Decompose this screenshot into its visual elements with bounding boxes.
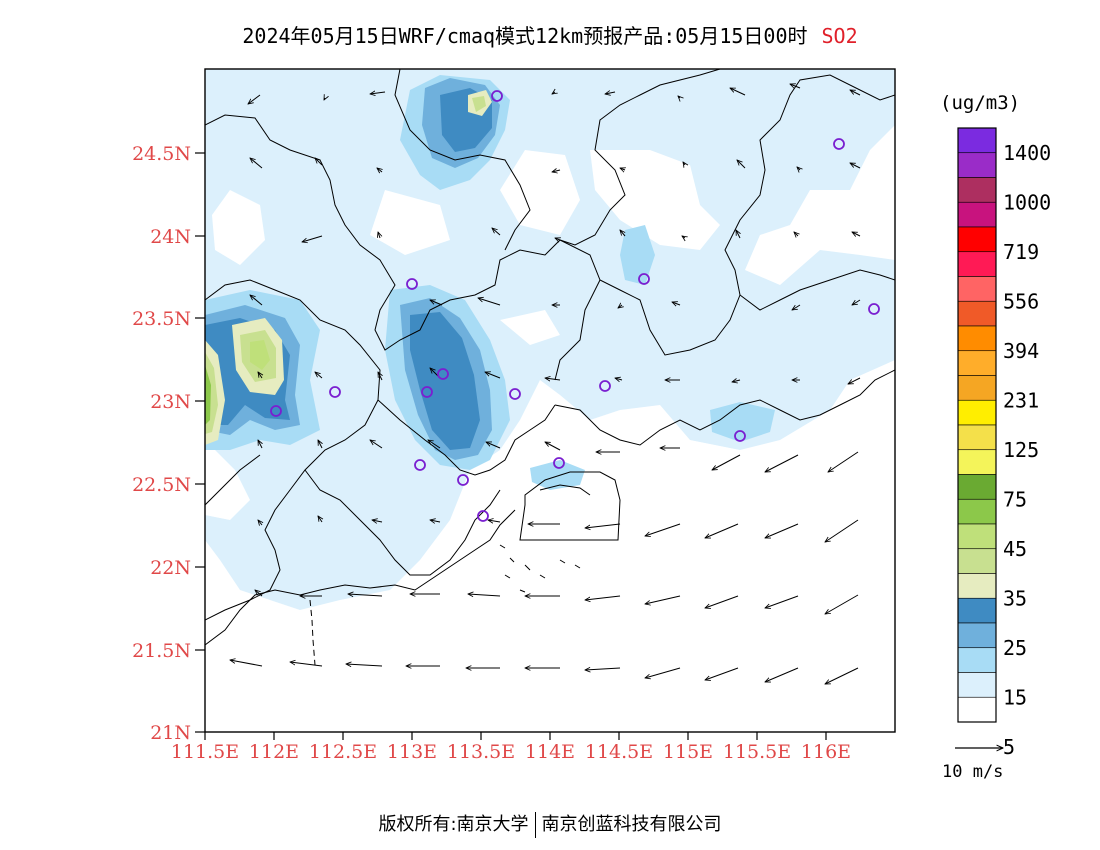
colorbar-label: 5: [1003, 735, 1015, 759]
lat-tick-label: 22N: [150, 557, 191, 579]
colorbar-label: 231: [1003, 388, 1039, 412]
colorbar-label: 719: [1003, 240, 1039, 264]
monitoring-stations: [270, 90, 880, 522]
station-marker: [638, 273, 650, 285]
latitude-axis: 24.5N 24N 23.5N 23N 22.5N 22N 21.5N 21N: [132, 143, 205, 744]
colorbar-label: 75: [1003, 487, 1027, 511]
station-marker: [553, 457, 565, 469]
colorbar: 1400 1000 719 556 394 231 125 75 45 35 25 15 5: [957, 127, 1051, 759]
lat-tick-label: 22.5N: [132, 474, 191, 496]
wind-vectors: [230, 84, 861, 684]
station-marker: [734, 430, 746, 442]
lat-tick-label: 24.5N: [132, 143, 191, 165]
colorbar-label: 1400: [1003, 141, 1051, 165]
station-marker: [457, 474, 469, 486]
colorbar-swatch: [957, 573, 997, 599]
copyright-footer: 版权所有:南京大学 南京创蓝科技有限公司: [0, 810, 1100, 838]
colorbar-swatch: [957, 251, 997, 277]
title-text: 2024年05月15日WRF/cmaq模式12km预报产品:05月15日00时: [242, 24, 808, 48]
station-marker: [414, 459, 426, 471]
station-marker: [270, 405, 282, 417]
map-title: 2024年05月15日WRF/cmaq模式12km预报产品:05月15日00时 S…: [0, 20, 1100, 49]
colorbar-swatch: [957, 647, 997, 673]
lon-tick-label: 115E: [663, 741, 713, 763]
colorbar-swatch: [957, 399, 997, 426]
station-marker: [477, 510, 489, 522]
colorbar-swatch: [957, 300, 997, 327]
colorbar-swatch: [957, 127, 997, 154]
lon-tick-label: 112E: [249, 741, 299, 763]
lat-tick-label: 21N: [150, 722, 191, 744]
lon-tick-label: 113E: [387, 741, 437, 763]
colorbar-swatch: [957, 177, 997, 203]
station-marker: [437, 368, 449, 380]
lon-tick-label: 113.5E: [447, 741, 515, 763]
lon-tick-label: 111.5E: [171, 741, 239, 763]
station-marker: [421, 386, 433, 398]
colorbar-swatch: [957, 276, 997, 302]
colorbar-swatch: [957, 350, 997, 376]
lat-tick-label: 21.5N: [132, 640, 191, 662]
colorbar-label: 556: [1003, 289, 1039, 313]
colorbar-label: 45: [1003, 537, 1027, 561]
copyright-company: 南京创蓝科技有限公司: [541, 814, 722, 835]
colorbar-swatch: [957, 449, 997, 475]
colorbar-swatch: [957, 375, 997, 401]
longitude-axis: 111.5E 112E 112.5E 113E 113.5E 114E 114.5E 115E…: [171, 732, 851, 763]
colorbar-swatch: [957, 152, 997, 178]
colorbar-swatch: [957, 474, 997, 500]
colorbar-swatch: [957, 226, 997, 253]
colorbar-swatch: [957, 523, 997, 550]
colorbar-swatch: [957, 201, 997, 228]
station-marker: [329, 386, 341, 398]
colorbar-swatch: [957, 622, 997, 649]
lat-tick-label: 24N: [150, 226, 191, 248]
colorbar-label: 15: [1003, 685, 1027, 709]
colorbar-swatch: [957, 597, 997, 624]
station-marker: [406, 278, 418, 290]
wind-scale-label: 10 m/s: [942, 762, 1004, 782]
colorbar-swatch: [957, 548, 997, 574]
pollutant-label: SO2: [821, 24, 858, 48]
copyright-owner: 版权所有:南京大学: [378, 814, 529, 835]
colorbar-swatch: [957, 424, 997, 451]
legend-unit: (ug/m3): [940, 92, 1021, 114]
colorbar-label: 35: [1003, 586, 1027, 610]
colorbar-label: 25: [1003, 636, 1027, 660]
lat-tick-label: 23.5N: [132, 308, 191, 330]
colorbar-swatch: [957, 498, 997, 525]
colorbar-frame: [957, 127, 997, 723]
lon-tick-label: 114.5E: [585, 741, 653, 763]
concentration-field: [205, 69, 895, 732]
colorbar-swatch: [957, 325, 997, 352]
station-marker: [599, 380, 611, 392]
colorbar-swatch: [957, 672, 997, 698]
station-marker: [868, 303, 880, 315]
lat-tick-label: 23N: [150, 391, 191, 413]
station-marker: [491, 90, 503, 102]
station-marker: [833, 138, 845, 150]
lon-tick-label: 116E: [801, 741, 851, 763]
colorbar-label: 1000: [1003, 190, 1051, 214]
colorbar-label: 394: [1003, 339, 1039, 363]
colorbar-swatch: [957, 696, 997, 723]
lon-tick-label: 114E: [525, 741, 575, 763]
lon-tick-label: 115.5E: [723, 741, 791, 763]
boundary-lines: [205, 69, 895, 666]
lon-tick-label: 112.5E: [309, 741, 377, 763]
footer-divider: [534, 812, 536, 838]
station-marker: [509, 388, 521, 400]
colorbar-label: 125: [1003, 438, 1039, 462]
